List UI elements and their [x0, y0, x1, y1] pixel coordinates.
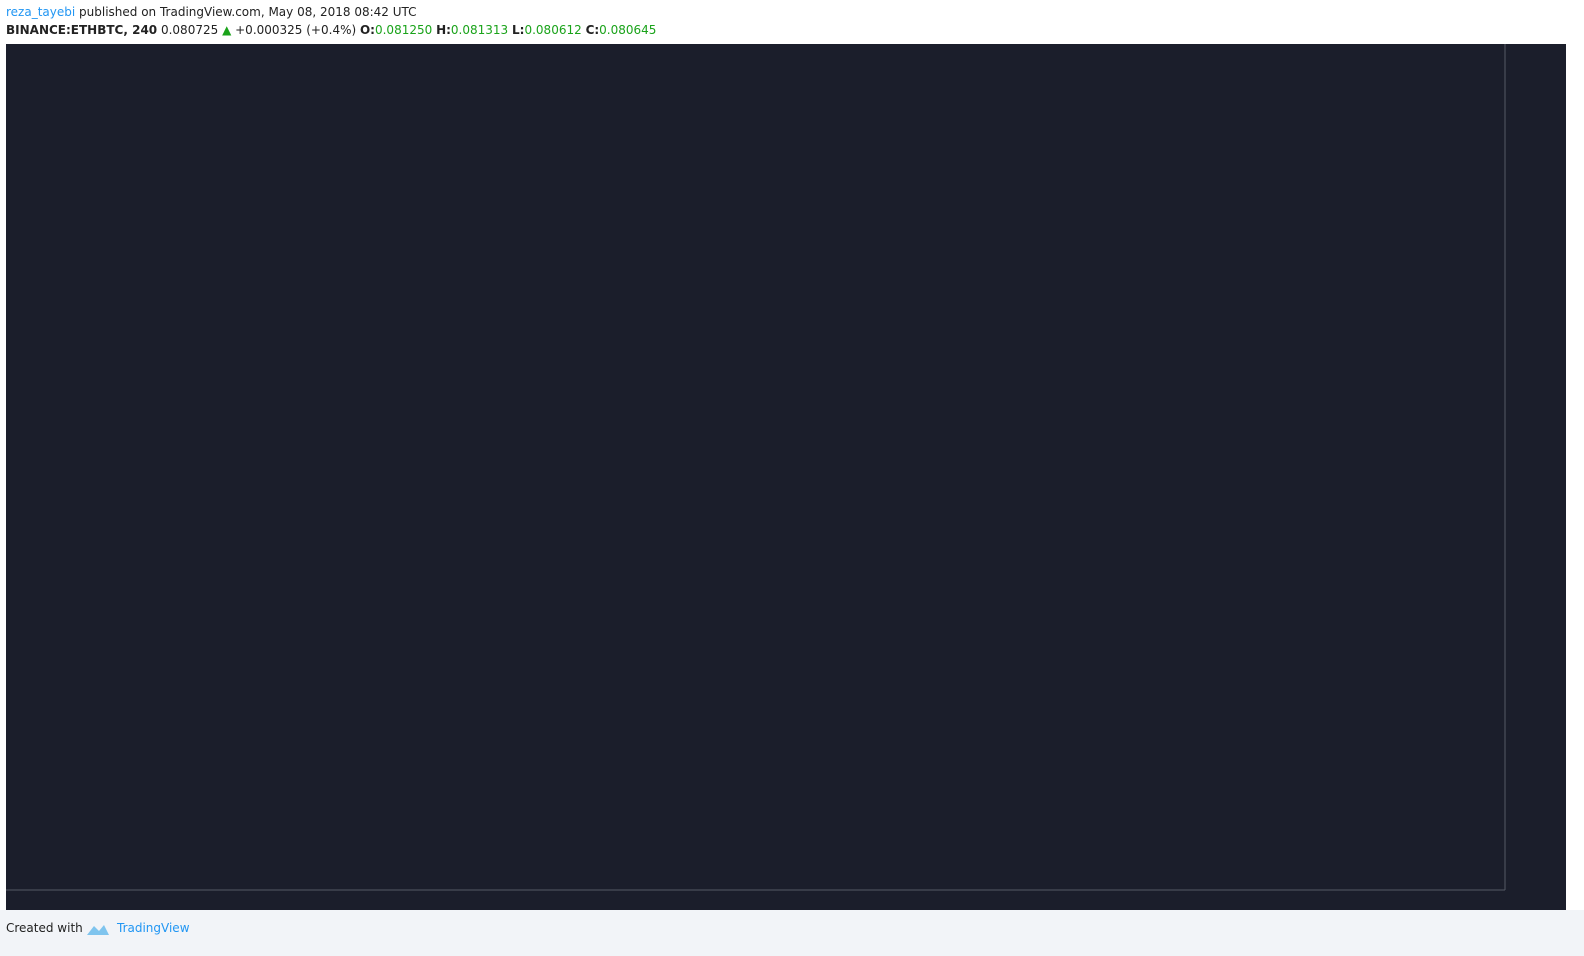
- plot-background: [6, 44, 1505, 890]
- footer: Created with TradingView: [0, 910, 1584, 956]
- quote-line: BINANCE:ETHBTC, 240 0.080725 ▲ +0.000325…: [6, 21, 656, 39]
- ohlc-value: 0.081313: [450, 23, 509, 37]
- change: +0.000325 (+0.4%): [235, 23, 357, 37]
- time-axis-background: [6, 890, 1505, 910]
- logo: [87, 925, 109, 935]
- ohlc-value: 0.080612: [524, 23, 582, 37]
- ohlc-label: C:: [585, 23, 600, 37]
- ohlc-label: O:: [359, 23, 375, 37]
- header-line: reza_tayebi published on TradingView.com…: [6, 3, 656, 21]
- header: reza_tayebi published on TradingView.com…: [6, 3, 656, 39]
- ohlc-label: L:: [512, 23, 525, 37]
- brand[interactable]: TradingView: [117, 921, 190, 935]
- created-with: Created with: [6, 921, 83, 935]
- published: published on TradingView.com, May 08, 20…: [79, 5, 417, 19]
- chart: [6, 44, 1566, 910]
- symbol: BINANCE:ETHBTC, 240: [6, 23, 158, 37]
- author: reza_tayebi: [6, 5, 76, 19]
- last: 0.080725: [160, 23, 219, 37]
- price-axis-background: [1505, 44, 1566, 910]
- up-arrow: ▲: [222, 23, 232, 37]
- ohlc-label: H:: [436, 23, 451, 37]
- ohlc-value: 0.081250: [374, 23, 433, 37]
- ohlc-value: 0.080645: [599, 23, 657, 37]
